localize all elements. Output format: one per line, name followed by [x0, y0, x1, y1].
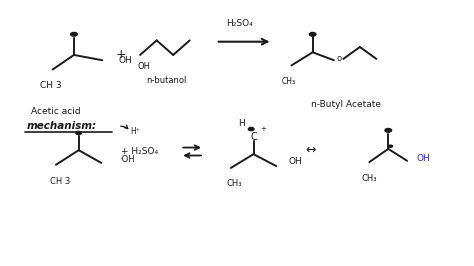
Text: OH: OH: [289, 157, 303, 166]
Circle shape: [385, 128, 392, 132]
Circle shape: [310, 32, 316, 36]
Text: +: +: [260, 126, 266, 132]
Text: +: +: [116, 48, 127, 61]
Circle shape: [76, 131, 82, 135]
Text: CH 3: CH 3: [39, 81, 61, 90]
Text: + H₂SO₄: + H₂SO₄: [121, 147, 158, 156]
Text: C: C: [250, 132, 257, 142]
Text: ·OH: ·OH: [119, 155, 135, 164]
Circle shape: [389, 145, 392, 147]
Text: OH: OH: [417, 154, 430, 163]
Text: Acetic acid: Acetic acid: [31, 107, 81, 115]
Text: OH: OH: [119, 56, 133, 65]
Text: CH₃: CH₃: [227, 179, 242, 188]
Text: CH₃: CH₃: [282, 77, 296, 86]
Text: n-Butyl Acetate: n-Butyl Acetate: [310, 100, 381, 109]
Text: mechanism:: mechanism:: [27, 121, 97, 131]
Text: CH₃: CH₃: [362, 174, 377, 183]
Text: ↔: ↔: [305, 144, 316, 157]
Circle shape: [248, 127, 254, 131]
Text: CH 3: CH 3: [50, 177, 70, 186]
Text: o: o: [336, 55, 341, 63]
Text: OH: OH: [138, 62, 151, 71]
Text: H: H: [238, 119, 245, 128]
Text: H⁺: H⁺: [131, 127, 140, 136]
Circle shape: [71, 32, 77, 36]
Text: n-butanol: n-butanol: [146, 76, 186, 85]
Text: H₂SO₄: H₂SO₄: [226, 19, 253, 28]
